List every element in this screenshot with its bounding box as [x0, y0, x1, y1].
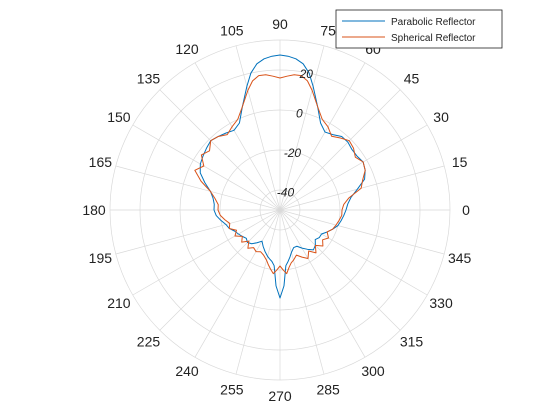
angle-tick-label: 180: [82, 202, 106, 218]
grid-spoke: [115, 209, 281, 255]
grid-spoke: [279, 62, 366, 211]
angle-tick-label: 345: [448, 250, 472, 266]
angle-tick-label: 240: [175, 363, 199, 379]
angle-tick-label: 135: [137, 70, 161, 86]
grid-spoke: [159, 89, 281, 211]
angle-tick-label: 105: [220, 22, 244, 38]
angle-tick-label: 45: [404, 70, 420, 86]
angle-tick-label: 330: [429, 295, 453, 311]
polar-grid: [109, 39, 451, 381]
angle-tick-label: 75: [320, 22, 336, 38]
radial-tick-label: 0: [296, 107, 303, 121]
angle-tick-label: 165: [89, 154, 113, 170]
legend-label-spherical: Spherical Reflector: [391, 33, 476, 44]
angle-tick-labels: 0153045607590105120135150165180195210225…: [82, 16, 471, 404]
grid-spoke: [279, 209, 401, 331]
radial-tick-label: 20: [299, 67, 314, 81]
angle-tick-label: 210: [107, 295, 131, 311]
angle-tick-label: 195: [89, 250, 113, 266]
series-line-parabolic: [199, 54, 366, 299]
angle-tick-label: 90: [272, 16, 288, 32]
grid-spoke: [279, 209, 366, 358]
series-line-spherical: [194, 74, 366, 275]
grid-spoke: [279, 45, 325, 211]
grid-spoke: [279, 209, 325, 375]
grid-spoke: [235, 209, 281, 375]
angle-tick-label: 120: [175, 41, 199, 57]
angle-tick-label: 255: [220, 382, 244, 398]
angle-tick-label: 270: [268, 388, 292, 404]
grid-spoke: [132, 209, 281, 296]
angle-tick-label: 300: [361, 363, 385, 379]
radial-tick-labels: -40 -20 0 20: [277, 67, 314, 199]
angle-tick-label: 30: [433, 109, 449, 125]
legend-label-parabolic: Parabolic Reflector: [391, 17, 476, 28]
grid-spoke: [132, 124, 281, 211]
grid-spoke: [235, 45, 281, 211]
grid-spoke: [279, 124, 428, 211]
grid-spoke: [279, 209, 445, 255]
angle-tick-label: 15: [452, 154, 468, 170]
grid-spoke: [279, 89, 401, 211]
angle-tick-label: 150: [107, 109, 131, 125]
legend: Parabolic Reflector Spherical Reflector: [335, 9, 503, 49]
angle-tick-label: 225: [137, 334, 161, 350]
radial-tick-label: -40: [277, 185, 295, 199]
grid-spoke: [279, 165, 445, 211]
angle-tick-label: 285: [316, 382, 340, 398]
grid-spoke: [194, 62, 281, 211]
angle-tick-label: 315: [400, 334, 424, 350]
angle-tick-label: 0: [462, 202, 470, 218]
plot-series: [194, 54, 366, 299]
legend-box: [335, 9, 503, 49]
grid-spoke: [194, 209, 281, 358]
radial-tick-label: -20: [284, 146, 302, 160]
grid-spoke: [279, 209, 428, 296]
grid-spoke: [159, 209, 281, 331]
grid-spoke: [115, 165, 281, 211]
